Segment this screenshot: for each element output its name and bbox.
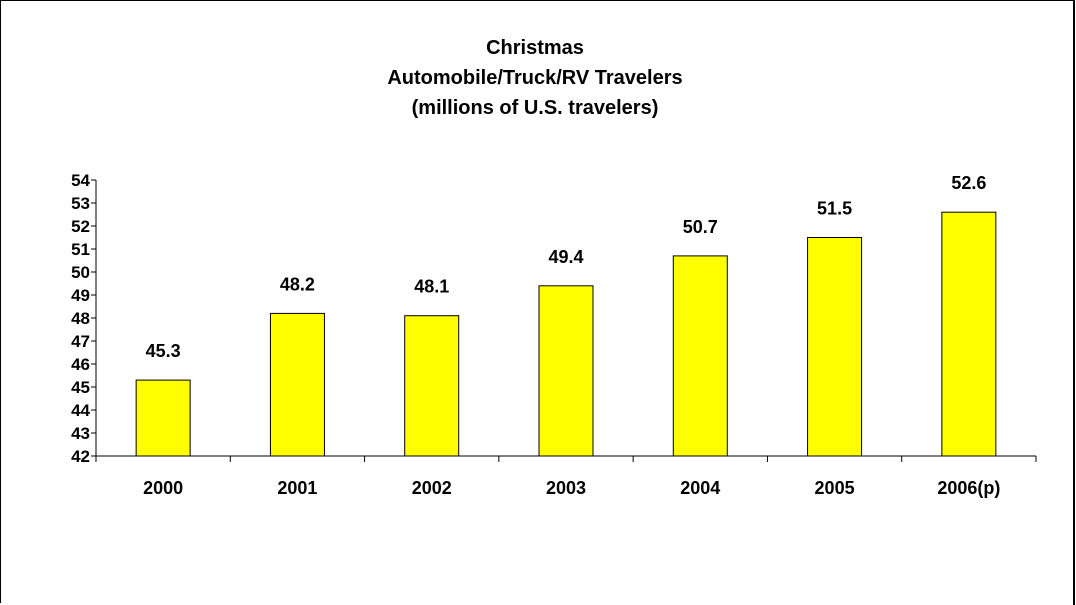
bar <box>269 312 325 457</box>
chart-frame-right-edge <box>1073 0 1075 605</box>
chart-title-line-2: Automobile/Truck/RV Travelers <box>387 67 683 89</box>
data-label: 52.6 <box>951 173 986 193</box>
y-tick-label: 50 <box>71 263 90 282</box>
y-tick-label: 51 <box>71 240 90 259</box>
x-axis: 2000 2001 2002 2003 2004 2005 2006(p) <box>95 455 1037 498</box>
y-tick-label: 49 <box>71 286 90 305</box>
bars: 45.3 48.2 48.1 49.4 50.7 51.5 52.6 <box>135 173 997 457</box>
x-tick-label: 2002 <box>412 478 452 498</box>
data-label: 45.3 <box>146 341 181 361</box>
data-label: 49.4 <box>548 247 583 267</box>
x-tick-label: 2006(p) <box>937 478 1000 498</box>
y-tick-label: 43 <box>71 424 90 443</box>
x-tick-label: 2003 <box>546 478 586 498</box>
data-label: 50.7 <box>683 217 718 237</box>
x-tick-label: 2004 <box>680 478 720 498</box>
bar <box>672 255 728 457</box>
x-tick-label: 2000 <box>143 478 183 498</box>
chart-title: Christmas Automobile/Truck/RV Travelers … <box>300 33 770 123</box>
y-tick-label: 45 <box>71 378 90 397</box>
y-tick-label: 42 <box>71 447 90 466</box>
y-tick-label: 44 <box>71 401 90 420</box>
chart-title-line-1: Christmas <box>486 37 584 59</box>
y-tick-label: 46 <box>71 355 90 374</box>
bar <box>807 237 863 457</box>
data-label: 48.1 <box>414 277 449 297</box>
bar <box>135 379 191 457</box>
y-tick-label: 53 <box>71 194 90 213</box>
y-tick-label: 48 <box>71 309 90 328</box>
bar <box>538 285 594 457</box>
x-tick-label: 2005 <box>815 478 855 498</box>
y-tick-label: 47 <box>71 332 90 351</box>
data-label: 48.2 <box>280 274 315 294</box>
chart-title-line-3: (millions of U.S. travelers) <box>411 97 659 119</box>
bar <box>941 211 997 457</box>
y-axis: 42 43 44 45 46 47 48 49 50 51 52 53 54 <box>71 171 97 466</box>
y-tick-label: 52 <box>71 217 90 236</box>
data-label: 51.5 <box>817 199 852 219</box>
x-tick-label: 2001 <box>277 478 317 498</box>
bar <box>404 315 460 457</box>
y-tick-label: 54 <box>71 171 90 190</box>
